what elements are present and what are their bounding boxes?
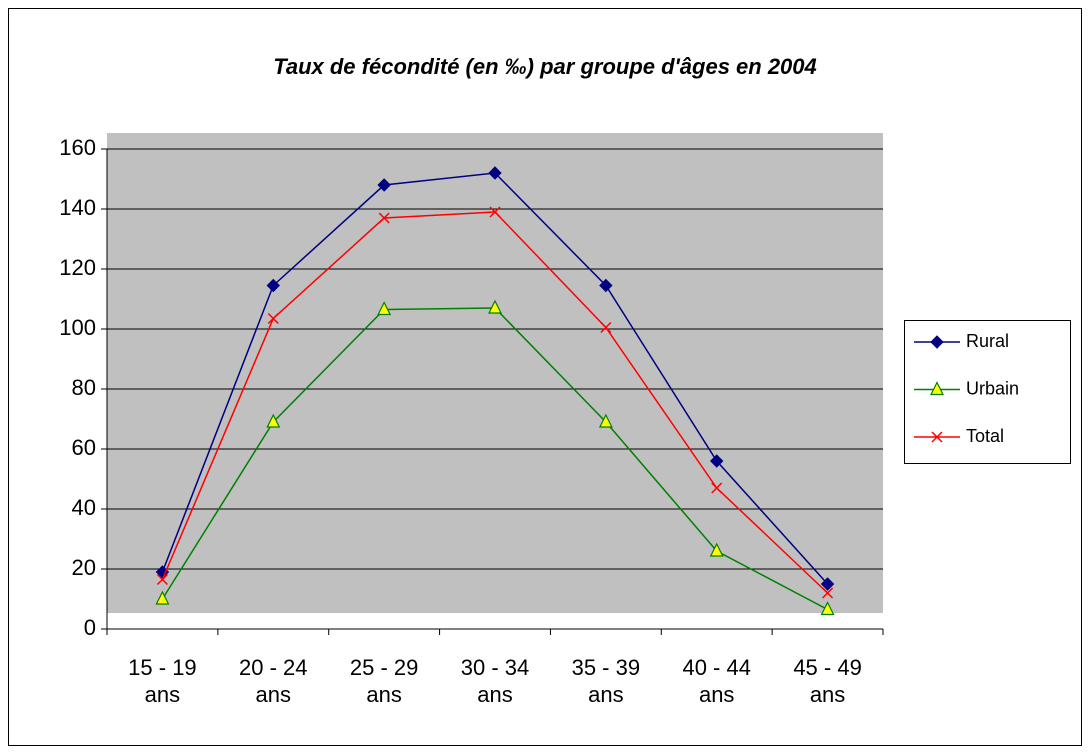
marker [930,335,944,349]
x-tick-label: 30 - 34 ans [460,655,530,707]
legend-label: Urbain [966,378,1019,398]
marker [820,577,835,591]
marker [377,301,392,316]
marker [489,206,501,218]
marker [822,587,834,599]
x-tick-label: 35 - 39 ans [571,655,641,707]
marker [930,381,944,396]
y-tick-label: 0 [84,615,96,640]
y-tick-label: 160 [59,135,96,160]
marker [600,321,612,334]
y-tick-label: 100 [59,315,96,340]
marker [155,590,170,605]
marker [377,178,391,192]
y-tick-label: 20 [72,555,96,580]
x-tick-label: 25 - 29 ans [349,655,419,707]
x-tick-label: 15 - 19 ans [128,655,197,707]
y-tick-label: 40 [72,495,96,520]
marker [599,278,613,293]
plot-area [107,133,883,613]
marker [156,573,168,586]
marker [710,454,724,468]
legend-label: Total [966,426,1004,446]
marker [267,312,279,325]
marker [598,413,613,428]
marker [488,166,502,180]
marker [266,413,281,428]
marker [266,278,280,293]
marker [488,299,502,314]
marker [711,482,723,494]
legend-label: Rural [966,331,1009,351]
chart-title: Taux de fécondité (en ‰) par groupe d'âg… [273,54,817,79]
y-tick-label: 60 [72,435,96,460]
marker [820,601,835,616]
x-tick-label: 40 - 44 ans [682,655,751,707]
x-tick-label: 20 - 24 ans [239,655,308,707]
marker [378,212,390,224]
y-tick-label: 80 [72,375,96,400]
y-tick-label: 140 [59,195,96,220]
marker [931,431,943,443]
x-tick-label: 45 - 49 ans [793,655,862,707]
marker [709,542,724,557]
y-tick-label: 120 [59,255,96,280]
